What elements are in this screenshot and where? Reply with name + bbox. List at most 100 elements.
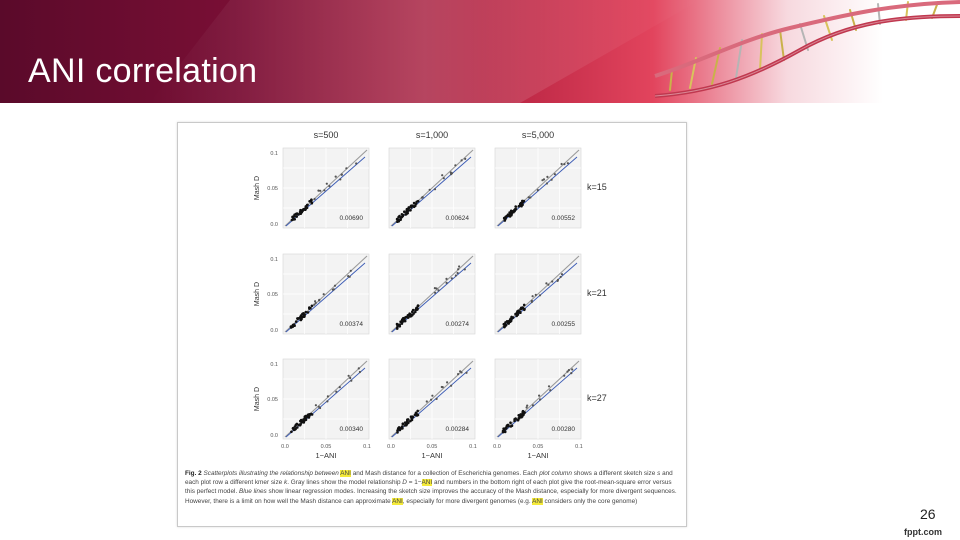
data-point	[525, 406, 528, 409]
data-point	[398, 428, 402, 432]
data-point	[396, 429, 399, 432]
rmse-value: 0.00340	[340, 426, 364, 433]
column-header: s=5,000	[522, 130, 554, 140]
data-point	[464, 157, 467, 160]
data-point	[309, 199, 313, 202]
data-point	[526, 404, 529, 407]
data-point	[505, 426, 508, 430]
data-point	[305, 203, 309, 207]
x-tick-label: 0.05	[321, 444, 332, 450]
row-label: k=15	[587, 182, 607, 192]
data-point	[299, 210, 302, 214]
data-point	[302, 207, 306, 211]
row-label: k=27	[587, 393, 607, 403]
data-point	[534, 293, 537, 296]
data-point	[414, 202, 418, 205]
data-point	[414, 411, 418, 415]
data-point	[560, 162, 563, 166]
data-point	[400, 322, 404, 325]
x-tick-label: 0.1	[575, 444, 583, 450]
data-point	[504, 321, 507, 324]
x-axis-label: 1−ANI	[315, 451, 336, 460]
data-point	[459, 370, 462, 373]
data-point	[411, 310, 414, 313]
slide-title: ANI correlation	[28, 52, 258, 90]
y-tick-label: 0.1	[270, 151, 278, 157]
title-banner: ANI correlation	[0, 0, 960, 103]
data-point	[349, 376, 352, 380]
data-point	[345, 167, 348, 170]
data-point	[531, 295, 534, 298]
data-point	[430, 398, 433, 401]
rmse-value: 0.00624	[446, 215, 470, 222]
data-point	[319, 189, 322, 192]
data-point	[317, 189, 320, 192]
scatterplot-grid: s=500 s=1,000 s=5,000 k=15 k=21 k=27 0.00690 0.…	[254, 130, 607, 460]
data-point	[539, 398, 542, 401]
y-axis-label: Mash D	[254, 176, 261, 200]
banner-shine	[150, 0, 700, 103]
data-point	[326, 395, 329, 398]
data-point	[405, 212, 408, 216]
data-point	[514, 312, 517, 316]
data-point	[519, 311, 522, 314]
page-number: 26	[920, 506, 936, 522]
data-point	[326, 400, 329, 403]
data-point	[566, 162, 569, 165]
data-point	[547, 385, 551, 388]
data-point	[295, 215, 298, 218]
data-point	[515, 314, 518, 318]
data-point	[570, 372, 573, 375]
caption-text-12: of each plot give the root-mean-square e…	[185, 479, 672, 496]
caption-highlight-ani-2: ANI	[421, 479, 433, 487]
data-point	[314, 300, 317, 303]
data-point	[406, 418, 410, 421]
y-axis-label: Mash D	[254, 387, 261, 411]
caption-lead: Fig. 2	[185, 470, 202, 477]
y-tick-label: 0.0	[270, 222, 278, 228]
data-point	[517, 417, 521, 420]
data-point	[290, 430, 293, 434]
data-point	[398, 214, 401, 218]
data-point	[306, 311, 310, 314]
data-point	[434, 291, 437, 294]
data-point	[523, 308, 526, 312]
data-point	[566, 370, 569, 373]
data-point	[303, 419, 306, 422]
data-point	[408, 312, 411, 315]
row-label: k=21	[587, 288, 607, 298]
data-point	[521, 306, 524, 309]
data-point	[303, 313, 306, 317]
data-point	[450, 384, 453, 387]
caption-highlight-ani-3: ANI	[392, 497, 403, 505]
data-point	[435, 287, 438, 290]
data-point	[296, 426, 299, 429]
data-point	[409, 415, 413, 419]
data-point	[347, 275, 350, 278]
model-line	[496, 360, 580, 438]
data-point	[401, 422, 405, 426]
data-point	[305, 416, 308, 419]
caption-text-3: plot column	[539, 470, 572, 477]
data-point	[299, 314, 303, 317]
data-point	[414, 307, 418, 310]
data-point	[522, 199, 526, 203]
data-point	[309, 412, 313, 416]
data-point	[503, 430, 507, 433]
data-point	[328, 185, 331, 188]
data-point	[445, 277, 448, 280]
data-point	[435, 397, 438, 400]
caption-text-6: and each plot row a different kmer size	[185, 470, 673, 487]
data-point	[454, 274, 457, 277]
caption-text-14: show linear regression modes. Increasing…	[185, 488, 677, 505]
data-point	[340, 173, 343, 176]
data-point	[465, 371, 468, 374]
data-point	[396, 218, 399, 221]
data-point	[441, 174, 444, 177]
data-point	[307, 414, 311, 418]
data-point	[545, 282, 548, 285]
data-point	[318, 299, 321, 302]
data-point	[403, 319, 407, 323]
data-point	[457, 373, 460, 376]
data-point	[406, 314, 410, 317]
